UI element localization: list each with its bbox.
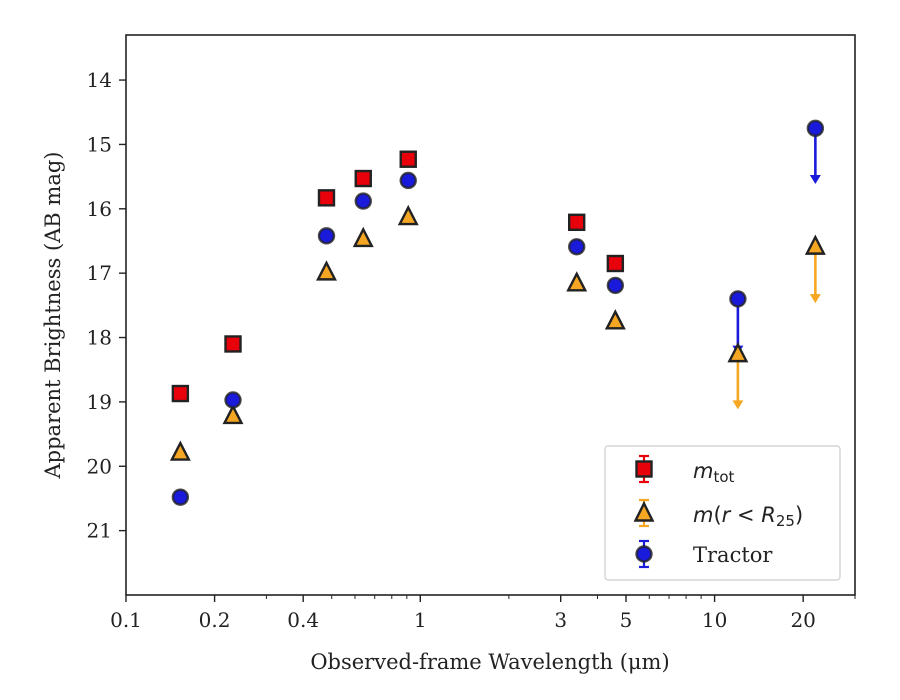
data-marks [169, 119, 826, 506]
m-r-r25-limit-arrowhead-8 [809, 294, 821, 304]
y-tick-label-2: 16 [87, 197, 112, 221]
m-tot-point-1 [224, 335, 242, 353]
m-r-r25-point-3 [352, 226, 374, 248]
m-tot-point-0 [171, 384, 190, 403]
m-tot-point-4 [399, 150, 417, 168]
m-r-r25-point-5 [566, 271, 588, 292]
y-tick-label-0: 14 [87, 68, 112, 92]
legend-m-tot-marker [635, 460, 653, 478]
x-axis-label: Observed-frame Wavelength (μm) [310, 650, 669, 674]
legend: mtot m(r < R25) Tractor [604, 445, 841, 581]
x-axis-ticks: 0.1 0.2 0.4 1 3 5 10 20 [110, 595, 816, 632]
m-r-r25-point-0 [169, 440, 191, 461]
m-r-r25-point-6 [604, 309, 626, 330]
x-tick-label-6: 10 [702, 608, 727, 632]
plot-frame [125, 34, 856, 596]
y-tick-label-1: 15 [87, 132, 112, 156]
legend-entry-m-r25: m(r < R25) [633, 498, 803, 530]
y-axis-label: Apparent Brightness (AB mag) [41, 152, 65, 480]
tractor-limit-arrowhead-8 [809, 175, 821, 185]
x-tick-label-7: 20 [790, 608, 815, 632]
m-r-r25-point-2 [316, 260, 337, 281]
x-tick-label-0: 0.1 [110, 608, 142, 632]
m-r-r25-point-1 [222, 403, 244, 425]
legend-m-r25-marker [633, 500, 655, 522]
m-tot-point-5 [568, 213, 586, 232]
legend-entry-tractor: Tractor [635, 539, 773, 569]
legend-m-r25-label: m(r < R25) [693, 503, 803, 530]
tractor-point-5 [568, 238, 586, 256]
y-tick-label-4: 18 [87, 326, 112, 350]
minor-ticks [265, 595, 856, 599]
y-tick-label-7: 21 [87, 519, 112, 543]
m-r-r25-point-8 [804, 234, 826, 255]
legend-entry-m-tot: mtot [635, 454, 735, 486]
x-tick-label-2: 0.4 [287, 608, 319, 632]
y-tick-label-6: 20 [87, 454, 112, 478]
tractor-point-1 [224, 391, 242, 409]
x-tick-label-5: 5 [620, 608, 633, 632]
m-r-r25-point-4 [397, 204, 419, 226]
x-tick-label-3: 1 [414, 608, 427, 632]
m-r-r25-point-7 [727, 342, 749, 363]
y-axis-ticks: 14 15 16 17 18 19 20 21 [87, 68, 126, 543]
tractor-point-4 [399, 171, 417, 190]
m-r-r25-limit-arrowhead-7 [732, 400, 744, 410]
tractor-point-0 [171, 488, 190, 506]
m-tot-point-2 [317, 189, 336, 207]
tractor-point-3 [354, 192, 372, 210]
y-tick-label-3: 17 [87, 261, 112, 285]
y-tick-label-5: 19 [87, 390, 112, 414]
m-tot-point-6 [606, 254, 625, 273]
x-tick-label-4: 3 [554, 608, 567, 632]
m-tot-point-3 [354, 169, 372, 188]
tractor-point-7 [729, 290, 747, 308]
x-tick-label-1: 0.2 [199, 608, 231, 632]
tractor-point-6 [606, 276, 625, 295]
legend-tractor-label: Tractor [693, 543, 773, 567]
legend-tractor-marker [635, 545, 653, 563]
tractor-point-2 [317, 227, 336, 245]
legend-box [604, 445, 841, 581]
legend-m-tot-label: mtot [693, 459, 735, 486]
tractor-point-8 [806, 119, 825, 138]
